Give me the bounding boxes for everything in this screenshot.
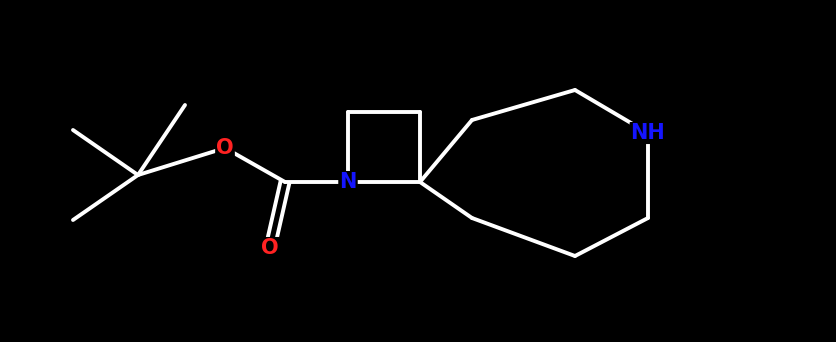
Text: NH: NH (630, 123, 665, 143)
Text: N: N (339, 172, 356, 192)
Text: O: O (216, 138, 233, 158)
Text: O: O (261, 238, 278, 258)
